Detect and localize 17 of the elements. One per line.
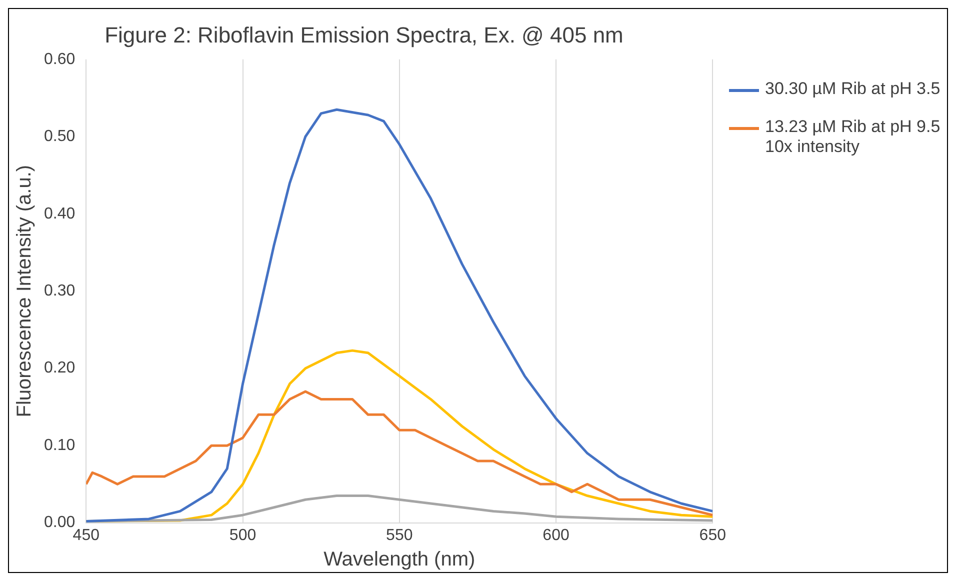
x-axis-title: Wavelength (nm) <box>324 548 476 571</box>
y-axis-title: Fluorescence Intensity (a.u.) <box>14 164 36 418</box>
x-tick-label: 650 <box>699 526 726 544</box>
y-tick-label: 0.60 <box>44 50 76 68</box>
y-tick-label: 0.00 <box>44 514 76 532</box>
chart-title: Figure 2: Riboflavin Emission Spectra, Ex. @ 405 nm <box>104 22 624 48</box>
x-tick-label: 450 <box>72 526 100 544</box>
legend-label: 30.30 µM Rib at pH 3.5 <box>765 79 940 99</box>
legend-label: 13.23 µM Rib at pH 9.5 10x intensity <box>765 117 942 157</box>
x-tick-label: 550 <box>386 526 413 544</box>
y-tick-label: 0.20 <box>44 360 76 377</box>
y-tick-label: 0.10 <box>44 436 76 454</box>
x-tick-label: 600 <box>542 526 570 544</box>
y-tick-label: 0.40 <box>44 205 76 222</box>
y-tick-label: 0.30 <box>44 282 76 300</box>
x-tick-label: 500 <box>229 526 256 544</box>
y-tick-label: 0.50 <box>44 128 76 146</box>
